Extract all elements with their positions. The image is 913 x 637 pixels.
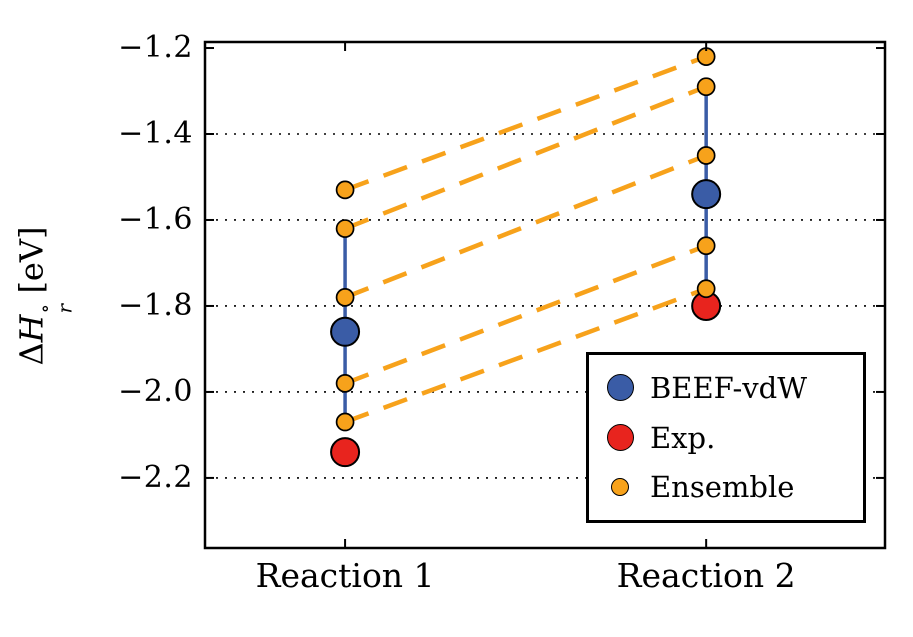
ensemble-connector-line [344, 243, 707, 386]
ensemble-connector-line [344, 153, 707, 300]
ylabel-delta: Δ [12, 342, 51, 366]
legend-item-exp: Exp. [605, 421, 863, 455]
y-tick-label: −1.2 [118, 29, 193, 65]
legend: BEEF-vdW Exp. Ensemble [586, 352, 866, 523]
ylabel-unit: [eV] [12, 226, 51, 294]
y-tick-label: −2.2 [118, 459, 193, 495]
x-tick-label: Reaction 2 [616, 556, 796, 595]
y-tick-label: −1.6 [118, 201, 193, 237]
legend-marker-wrap [605, 478, 635, 497]
legend-item-beef-vdw: BEEF-vdW [605, 371, 863, 405]
ensemble-connector-line [344, 84, 707, 231]
plot-border [203, 40, 887, 550]
ylabel-spacer [13, 294, 51, 304]
ensemble-legend-marker-icon [611, 478, 629, 497]
legend-marker-wrap [605, 374, 635, 402]
ensemble-point [696, 279, 716, 299]
ylabel-symbol: H [12, 314, 51, 343]
ylabel-superscript: ∘ [33, 303, 57, 314]
ensemble-connector-line [344, 54, 707, 192]
ensemble-connector-line [344, 286, 707, 425]
ensemble-point [335, 288, 355, 307]
x-tick-label: Reaction 1 [255, 556, 435, 595]
y-axis-label: ΔH ∘ r [eV] [12, 226, 77, 366]
beef-vdw-point [330, 316, 361, 347]
ensemble-point [696, 236, 716, 256]
ensemble-point [696, 146, 716, 165]
ensemble-point [335, 412, 355, 432]
legend-label-beef-vdw: BEEF-vdW [650, 370, 808, 405]
legend-item-ensemble: Ensemble [605, 470, 863, 504]
ylabel-subscript: r [53, 303, 77, 314]
beef-vdw-legend-marker-icon [606, 374, 634, 402]
legend-label-ensemble: Ensemble [650, 470, 795, 505]
legend-label-exp: Exp. [650, 420, 716, 455]
y-tick-label: −2.0 [118, 373, 193, 409]
y-tick-label: −1.8 [118, 287, 193, 323]
ensemble-point [335, 373, 355, 393]
exp-point [330, 437, 361, 468]
exp-legend-marker-icon [606, 424, 634, 451]
y-tick-label: −1.4 [118, 115, 193, 151]
ylabel-supsub: ∘ r [33, 303, 77, 314]
beef-vdw-point [691, 179, 722, 210]
ensemble-point [696, 77, 716, 97]
ensemble-point [335, 180, 355, 200]
ensemble-point [335, 219, 355, 238]
legend-marker-wrap [605, 424, 635, 451]
